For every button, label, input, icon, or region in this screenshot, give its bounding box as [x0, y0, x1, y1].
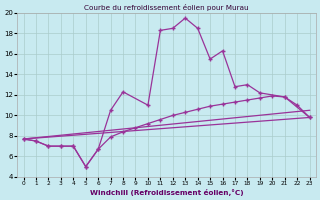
X-axis label: Windchill (Refroidissement éolien,°C): Windchill (Refroidissement éolien,°C) — [90, 189, 244, 196]
Title: Courbe du refroidissement éolien pour Murau: Courbe du refroidissement éolien pour Mu… — [84, 4, 249, 11]
